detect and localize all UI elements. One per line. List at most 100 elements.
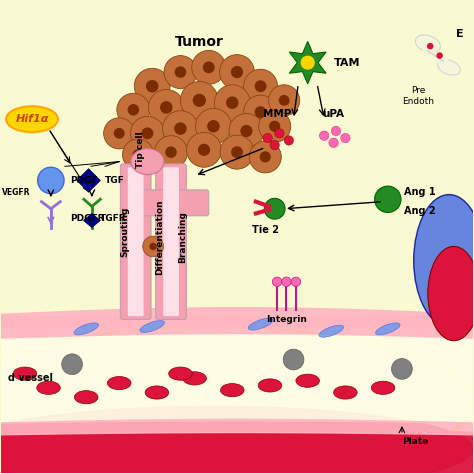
- Text: Differentiation: Differentiation: [155, 199, 164, 275]
- Ellipse shape: [428, 246, 474, 341]
- Circle shape: [255, 106, 266, 118]
- Circle shape: [291, 277, 301, 286]
- Circle shape: [117, 93, 150, 126]
- Circle shape: [319, 131, 329, 140]
- Circle shape: [263, 133, 273, 143]
- Circle shape: [244, 95, 277, 129]
- Circle shape: [219, 55, 255, 90]
- Ellipse shape: [145, 386, 169, 399]
- FancyBboxPatch shape: [163, 167, 179, 316]
- Text: TAM: TAM: [334, 58, 360, 68]
- Circle shape: [329, 138, 338, 147]
- Ellipse shape: [74, 391, 98, 404]
- Ellipse shape: [108, 376, 131, 390]
- FancyBboxPatch shape: [128, 167, 144, 316]
- Ellipse shape: [36, 381, 60, 394]
- Circle shape: [437, 52, 443, 59]
- Ellipse shape: [131, 149, 164, 174]
- Ellipse shape: [415, 35, 440, 53]
- Ellipse shape: [334, 386, 357, 399]
- Circle shape: [283, 349, 304, 370]
- Circle shape: [160, 101, 173, 114]
- Circle shape: [282, 277, 291, 286]
- Circle shape: [128, 104, 139, 116]
- Ellipse shape: [258, 379, 282, 392]
- Circle shape: [114, 128, 125, 139]
- Polygon shape: [289, 41, 326, 84]
- Circle shape: [269, 85, 300, 116]
- Circle shape: [193, 94, 206, 107]
- Circle shape: [192, 50, 226, 84]
- Circle shape: [301, 55, 315, 70]
- Text: PDGF: PDGF: [70, 176, 97, 185]
- Circle shape: [174, 122, 187, 135]
- Ellipse shape: [414, 195, 474, 327]
- Text: Tie 2: Tie 2: [252, 225, 279, 235]
- Ellipse shape: [371, 381, 395, 394]
- Circle shape: [133, 149, 144, 160]
- Circle shape: [122, 139, 154, 170]
- Circle shape: [187, 132, 221, 167]
- Circle shape: [207, 120, 220, 133]
- Circle shape: [196, 109, 231, 144]
- Ellipse shape: [319, 325, 344, 337]
- Polygon shape: [77, 169, 100, 192]
- Text: d vessel: d vessel: [9, 374, 54, 383]
- FancyBboxPatch shape: [120, 164, 151, 319]
- Circle shape: [214, 85, 250, 120]
- Text: Ang 2: Ang 2: [404, 206, 436, 216]
- Ellipse shape: [0, 327, 473, 474]
- Ellipse shape: [13, 367, 36, 380]
- Circle shape: [273, 277, 282, 286]
- Circle shape: [175, 66, 186, 78]
- Circle shape: [181, 82, 218, 119]
- Circle shape: [255, 80, 266, 92]
- Circle shape: [226, 96, 238, 109]
- Circle shape: [229, 114, 264, 148]
- Circle shape: [374, 186, 401, 212]
- Text: Pre
Endoth: Pre Endoth: [402, 86, 434, 106]
- Text: PDGFR: PDGFR: [70, 214, 104, 223]
- Ellipse shape: [6, 106, 58, 132]
- Text: Hif1α: Hif1α: [15, 114, 49, 124]
- Circle shape: [231, 146, 243, 158]
- Circle shape: [37, 167, 64, 194]
- Text: Tumor: Tumor: [175, 35, 224, 48]
- Circle shape: [148, 90, 184, 125]
- Circle shape: [264, 198, 285, 219]
- Circle shape: [163, 111, 198, 146]
- Text: Ang 1: Ang 1: [404, 187, 436, 197]
- Text: TGFR: TGFR: [100, 214, 127, 223]
- Circle shape: [279, 95, 290, 106]
- Circle shape: [259, 110, 291, 142]
- Circle shape: [142, 128, 154, 139]
- Text: uPA: uPA: [323, 109, 345, 119]
- FancyBboxPatch shape: [156, 164, 186, 319]
- Ellipse shape: [74, 323, 99, 335]
- Text: Plate: Plate: [402, 438, 428, 447]
- Ellipse shape: [140, 320, 164, 332]
- Text: VEGFR: VEGFR: [2, 188, 31, 197]
- Text: Integrin: Integrin: [266, 315, 307, 324]
- Text: TGF: TGF: [105, 176, 125, 185]
- Circle shape: [231, 66, 243, 78]
- Circle shape: [269, 121, 280, 132]
- Text: Branching: Branching: [178, 211, 187, 263]
- Circle shape: [198, 144, 210, 156]
- Ellipse shape: [169, 367, 192, 380]
- Circle shape: [146, 80, 158, 92]
- Circle shape: [104, 118, 135, 149]
- Circle shape: [164, 55, 197, 89]
- Ellipse shape: [375, 323, 400, 335]
- Circle shape: [130, 117, 164, 150]
- Ellipse shape: [220, 383, 244, 397]
- Circle shape: [165, 146, 177, 158]
- Circle shape: [134, 68, 170, 104]
- Circle shape: [155, 136, 188, 169]
- Circle shape: [149, 243, 157, 250]
- Circle shape: [220, 135, 254, 169]
- Circle shape: [331, 126, 341, 136]
- Circle shape: [62, 354, 82, 374]
- Circle shape: [341, 133, 350, 143]
- Ellipse shape: [438, 60, 460, 75]
